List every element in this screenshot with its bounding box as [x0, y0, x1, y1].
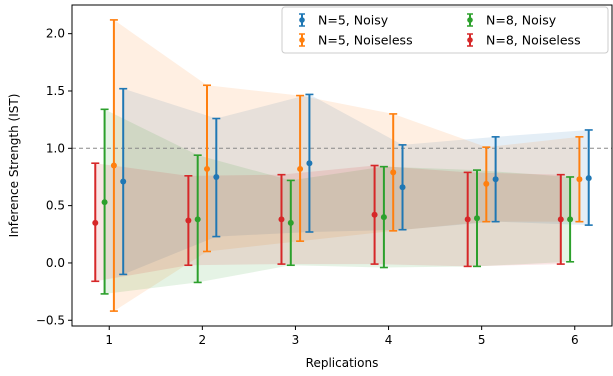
y-tick-label: 0.0 [46, 256, 65, 270]
x-tick-label: 1 [105, 333, 113, 347]
data-point [287, 219, 294, 226]
data-point [483, 180, 490, 187]
plot-frame [71, 4, 613, 327]
data-point [464, 216, 471, 223]
legend-marker-dot [299, 37, 305, 43]
data-point [120, 178, 127, 185]
x-tick-label: 4 [385, 333, 393, 347]
data-point [101, 199, 108, 206]
data-point [390, 169, 397, 176]
x-tick-label: 5 [478, 333, 486, 347]
y-tick-label: 1.0 [46, 141, 65, 155]
data-point [567, 216, 574, 223]
data-point [92, 219, 99, 226]
legend-label: N=8, Noiseless [486, 33, 581, 48]
axes: 1 2 3 4 5 6 −0.5 0.0 0.5 1.0 1.5 2.0 [36, 4, 613, 347]
data-point [380, 214, 387, 221]
data-point [576, 176, 583, 183]
data-point [194, 216, 201, 223]
legend-label: N=8, Noisy [486, 13, 557, 28]
data-point [297, 165, 304, 172]
legend-label: N=5, Noiseless [318, 33, 413, 48]
y-tick-label: 1.5 [46, 84, 65, 98]
data-point [213, 173, 220, 180]
x-tick-label: 6 [571, 333, 579, 347]
data-point [185, 217, 192, 224]
legend-marker-dot [299, 17, 305, 23]
y-axis-label: Inference Strength (IST) [7, 94, 21, 238]
legend: N=5, Noisy N=8, Noisy N=5, Noiseless N=8, N… [281, 6, 609, 54]
data-point [371, 211, 378, 218]
y-tick-label: 2.0 [46, 27, 65, 41]
band-series-4 [95, 163, 561, 282]
data-point [557, 216, 564, 223]
x-tick-label: 3 [292, 333, 300, 347]
legend-marker-dot [467, 37, 473, 43]
y-tick-label: −0.5 [36, 313, 65, 327]
legend-label: N=5, Noisy [318, 13, 389, 28]
data-point [492, 176, 499, 183]
band-series-2 [113, 19, 580, 312]
data-point [306, 160, 313, 167]
x-tick-label: 2 [199, 333, 207, 347]
data-point [110, 162, 117, 169]
data-point [399, 184, 406, 191]
shaded-bands [95, 19, 589, 312]
data-point [204, 165, 210, 172]
error-bars [91, 19, 593, 312]
x-axis-label: Replications [306, 356, 379, 370]
legend-marker-dot [467, 17, 473, 23]
legend-box [281, 6, 609, 54]
band-series-1 [123, 88, 589, 275]
data-point [585, 175, 592, 182]
data-point [474, 215, 480, 222]
band-series-3 [104, 109, 571, 294]
data-point [278, 216, 285, 223]
y-tick-label: 0.5 [46, 199, 65, 213]
